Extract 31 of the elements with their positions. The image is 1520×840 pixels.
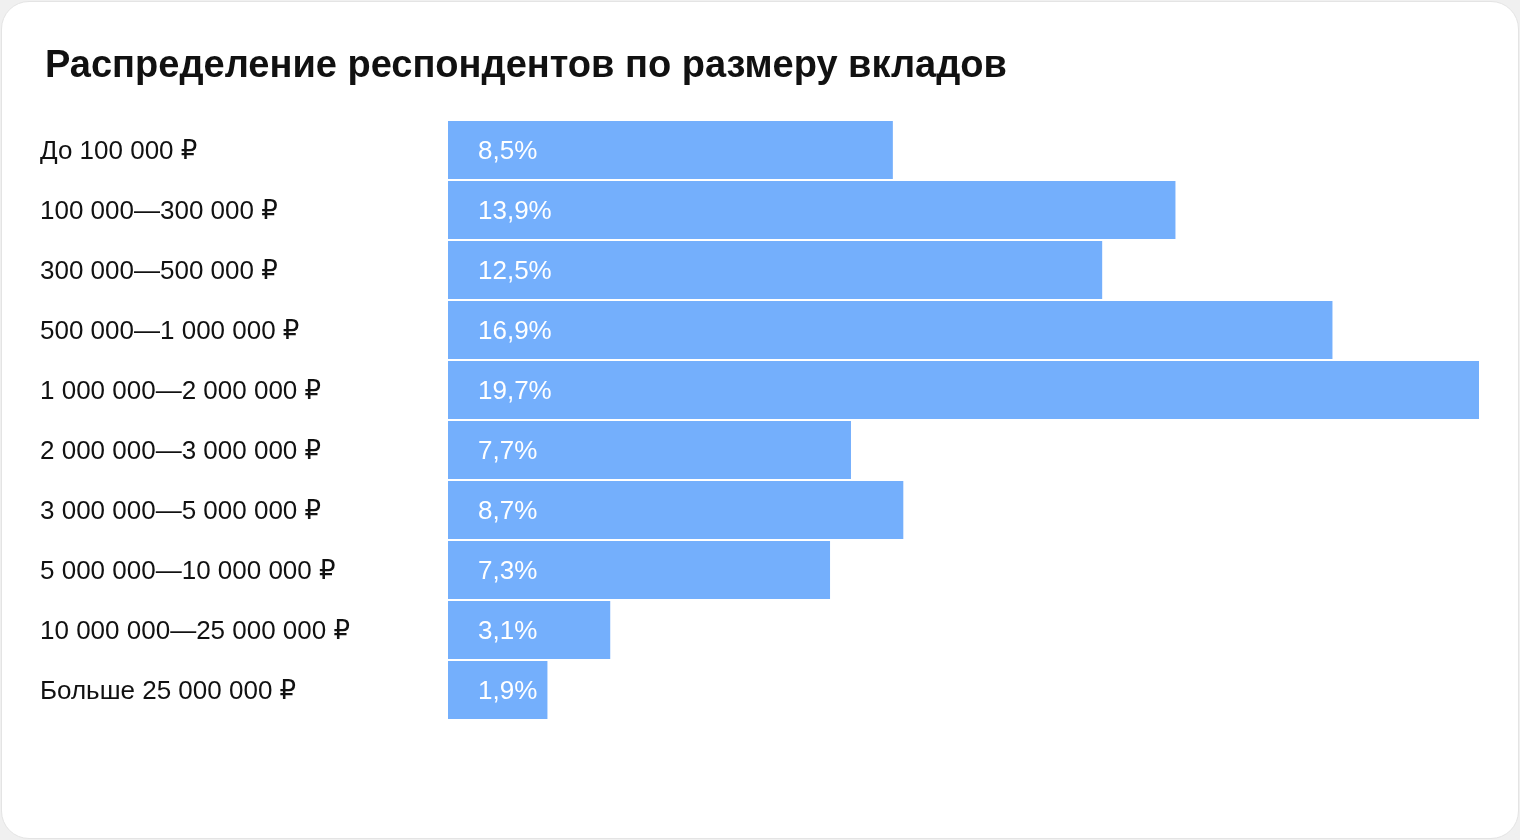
data-label: 8,5% [478, 135, 538, 165]
bar [448, 121, 893, 179]
bar [448, 361, 1479, 419]
data-label: 13,9% [478, 195, 552, 225]
y-tick-label: 10 000 000—25 000 000 ₽ [40, 615, 351, 645]
data-label: 16,9% [478, 315, 552, 345]
y-tick-label: 5 000 000—10 000 000 ₽ [40, 555, 336, 585]
data-label: 7,7% [478, 435, 538, 465]
y-tick-label: 100 000—300 000 ₽ [40, 195, 278, 225]
bar [448, 301, 1333, 359]
y-tick-label: 300 000—500 000 ₽ [40, 255, 278, 285]
y-tick-label: До 100 000 ₽ [40, 135, 198, 165]
chart-title: Распределение респондентов по размеру вкладов [45, 43, 1007, 85]
data-label: 19,7% [478, 375, 552, 405]
data-label: 3,1% [478, 615, 538, 645]
data-label: 12,5% [478, 255, 552, 285]
y-tick-label: 1 000 000—2 000 000 ₽ [40, 375, 322, 405]
y-tick-label: 2 000 000—3 000 000 ₽ [40, 435, 322, 465]
bar [448, 181, 1176, 239]
data-label: 1,9% [478, 675, 538, 705]
bar [448, 241, 1103, 299]
bar [448, 601, 611, 659]
bar [448, 481, 904, 539]
data-label: 8,7% [478, 495, 538, 525]
bar [448, 541, 831, 599]
data-label: 7,3% [478, 555, 538, 585]
y-tick-label: 500 000—1 000 000 ₽ [40, 315, 300, 345]
bar [448, 661, 548, 719]
y-tick-label: 3 000 000—5 000 000 ₽ [40, 495, 322, 525]
y-tick-label: Больше 25 000 000 ₽ [40, 675, 297, 705]
bar [448, 421, 851, 479]
